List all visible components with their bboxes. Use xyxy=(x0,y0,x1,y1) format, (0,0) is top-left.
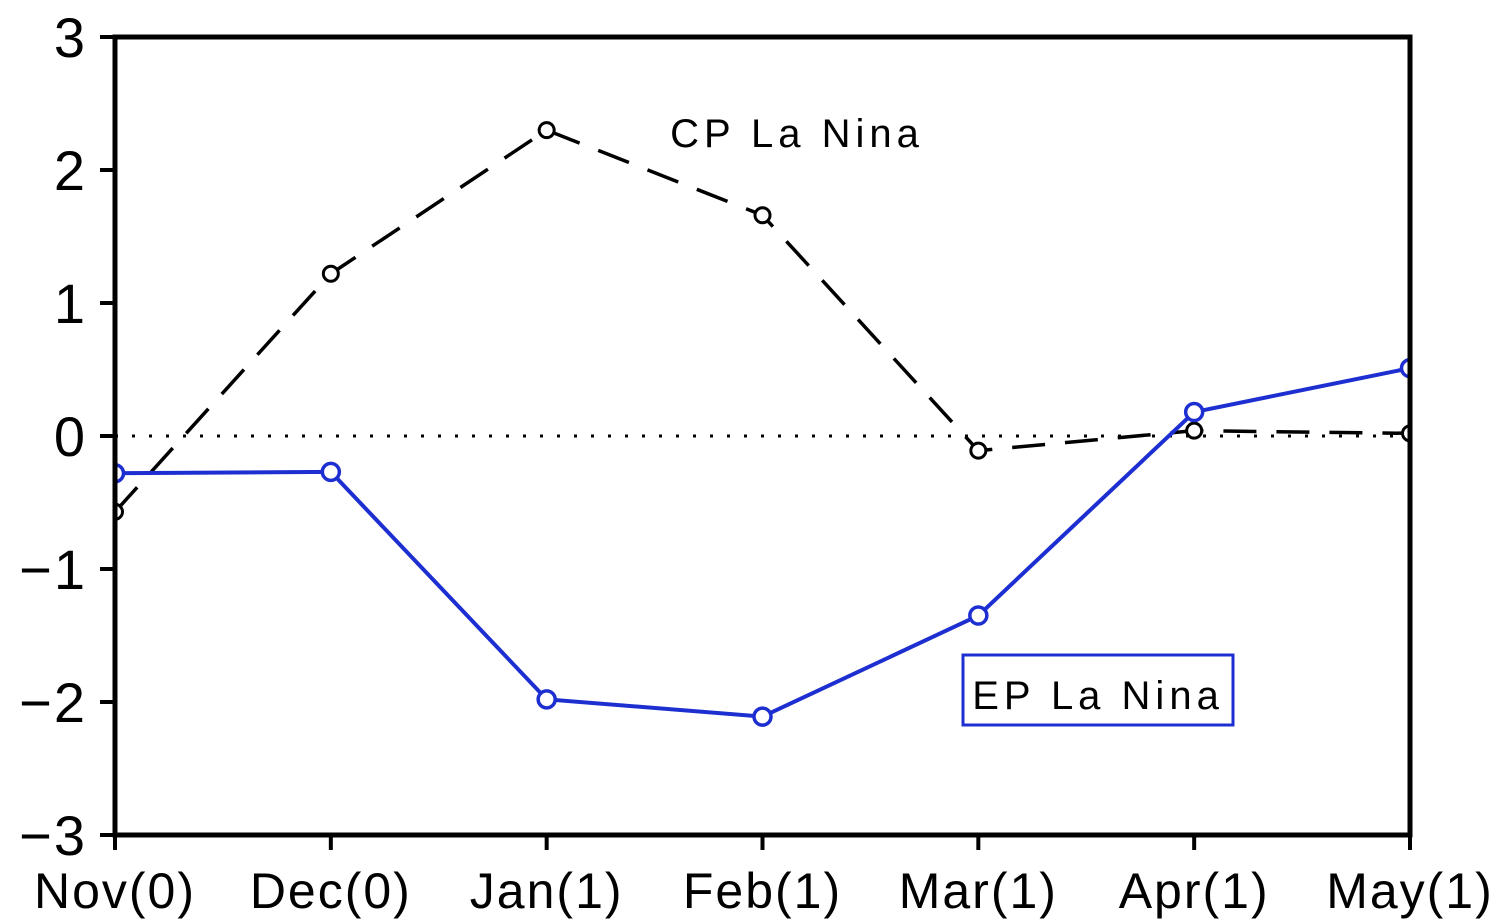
ep-la-nina-legend-box xyxy=(961,653,1235,727)
x-axis-tick-label: Apr(1) xyxy=(1119,863,1270,919)
x-axis-tick-label: May(1) xyxy=(1326,863,1494,919)
ep-data-marker xyxy=(320,461,342,483)
x-axis-tick-label: Dec(0) xyxy=(250,863,412,919)
x-axis-tick-label: Mar(1) xyxy=(899,863,1058,919)
ep-data-marker xyxy=(1183,401,1205,423)
y-axis-tick-label: 3 xyxy=(54,6,87,69)
cp-data-marker xyxy=(1185,421,1204,440)
y-axis-tick-label: −1 xyxy=(19,538,87,601)
cp-data-marker xyxy=(321,264,340,283)
ep-data-marker xyxy=(968,605,989,626)
x-axis-tick-label: Feb(1) xyxy=(683,863,842,919)
ep-data-marker xyxy=(752,706,773,727)
x-axis-tick-label: Jan(1) xyxy=(470,863,624,919)
y-axis-tick-label: 1 xyxy=(54,272,87,335)
cp-la-nina-line xyxy=(113,128,1411,513)
ep-data-marker xyxy=(536,689,557,710)
ep-la-nina-line xyxy=(114,366,1411,719)
y-axis-tick-label: 0 xyxy=(54,405,87,468)
y-axis-tick-label: −2 xyxy=(19,671,87,734)
cp-data-marker xyxy=(537,121,556,140)
cp-data-marker xyxy=(969,441,988,460)
cp-la-nina-legend-label: CP La Nina xyxy=(670,112,924,156)
series-group xyxy=(113,121,1412,727)
y-axis-tick-label: −3 xyxy=(19,804,87,867)
y-axis-tick-label: 2 xyxy=(54,139,87,202)
cp-data-marker xyxy=(753,206,772,225)
x-axis-tick-label: Nov(0) xyxy=(34,863,196,919)
ep-la-nina-legend-label: EP La Nina xyxy=(972,674,1224,718)
